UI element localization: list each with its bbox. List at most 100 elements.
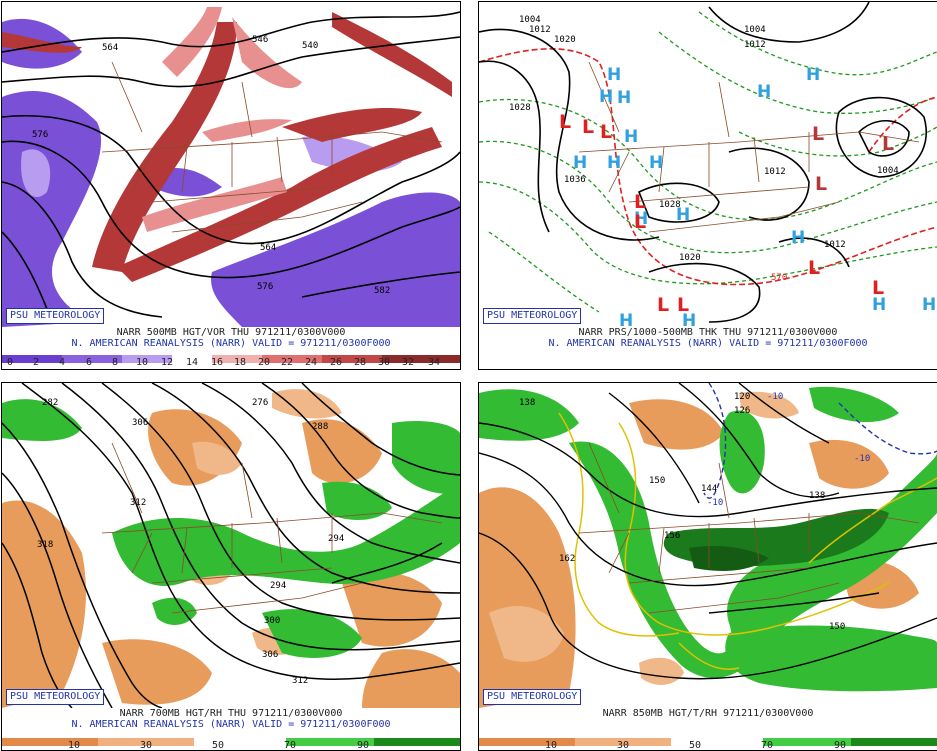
- panel-title: NARR 500MB HGT/VOR THU 971211/0300V000: [116, 327, 346, 338]
- tick-label: 14: [185, 357, 199, 368]
- tick-label: 8: [111, 357, 119, 368]
- contour-label: 1004: [519, 15, 541, 25]
- rh-colorbar-ticks: 10 30 50 70 90: [479, 740, 937, 751]
- tick-label: 0: [6, 357, 14, 368]
- tick-label: 30: [139, 740, 153, 751]
- tick-label: 90: [356, 740, 370, 751]
- contour-label: 1004: [877, 166, 899, 176]
- tick-label: 26: [329, 357, 343, 368]
- contour-label: 1004: [744, 25, 766, 35]
- tick-label: 4: [58, 357, 66, 368]
- tick-label: 18: [233, 357, 247, 368]
- tick-label: 30: [616, 740, 630, 751]
- contour-label: 276: [252, 398, 268, 408]
- rh-colorbar-ticks: 10 30 50 70 90: [2, 740, 460, 751]
- tick-label: 12: [160, 357, 174, 368]
- low-pressure-symbol: L: [600, 121, 612, 143]
- tick-label: 2: [32, 357, 40, 368]
- contour-label: 162: [559, 554, 575, 564]
- tick-label: 22: [280, 357, 294, 368]
- high-pressure-symbol: H: [791, 228, 805, 248]
- map-500mb-vorticity: 564 546 540 576 564 576 582: [2, 2, 460, 327]
- panel-subtitle: N. AMERICAN REANALYSIS (NARR) VALID = 97…: [71, 338, 391, 349]
- contour-label: 150: [829, 622, 845, 632]
- tick-label: 90: [833, 740, 847, 751]
- contour-label: 144: [701, 484, 717, 494]
- low-pressure-symbol: L: [812, 123, 824, 145]
- map-850mb-temp-rh: 138 126 120 -10 -10 -10 144 150 156 162 …: [479, 383, 937, 708]
- high-pressure-symbol: H: [806, 65, 820, 85]
- contour-label: 564: [102, 43, 118, 53]
- panel-subtitle: N. AMERICAN REANALYSIS (NARR) VALID = 97…: [71, 719, 391, 730]
- contour-label: 1036: [564, 175, 586, 185]
- contour-label: 282: [42, 398, 58, 408]
- contour-label: 312: [292, 676, 308, 686]
- contour-label: 306: [262, 650, 278, 660]
- contour-label: 576: [257, 282, 273, 292]
- contour-label: 1012: [529, 25, 551, 35]
- tick-label: 20: [257, 357, 271, 368]
- high-pressure-symbol: H: [872, 295, 886, 315]
- panel-title: NARR 700MB HGT/RH THU 971211/0300V000: [119, 708, 343, 719]
- contour-label: 1020: [679, 253, 701, 263]
- contour-label: 138: [809, 491, 825, 501]
- contour-label: 570: [771, 273, 787, 283]
- high-pressure-symbol: H: [607, 153, 621, 173]
- low-pressure-symbol: L: [582, 116, 594, 138]
- contour-label: 1028: [659, 200, 681, 210]
- rh-colorbar: [2, 731, 460, 746]
- panel-subtitle: N. AMERICAN REANALYSIS (NARR) VALID = 97…: [548, 338, 868, 349]
- tick-label: 24: [304, 357, 318, 368]
- high-pressure-symbol: H: [607, 65, 621, 85]
- panel-500mb-vorticity: 564 546 540 576 564 576 582 PSU METEOROL…: [1, 1, 461, 370]
- psu-meteorology-label: PSU METEOROLOGY: [483, 308, 582, 324]
- panel-title: NARR PRS/1000-500MB THK THU 971211/0300V…: [578, 327, 838, 338]
- contour-label: 156: [664, 531, 680, 541]
- map-700mb-rh: 282 276 288 306 318 312 294 294 300 306 …: [2, 383, 460, 708]
- vorticity-colorbar-ticks: 0 2 4 6 8 10 12 14 16 18 20 22 24 26 28 …: [2, 357, 460, 369]
- contour-label: 318: [37, 540, 53, 550]
- contour-label: 546: [252, 35, 268, 45]
- high-pressure-symbol: H: [922, 295, 936, 315]
- low-pressure-symbol: L: [872, 277, 884, 299]
- tick-label: 10: [135, 357, 149, 368]
- vorticity-colorbar: [2, 348, 460, 363]
- contour-label: 1028: [509, 103, 531, 113]
- contour-label: 1020: [554, 35, 576, 45]
- high-pressure-symbol: H: [624, 127, 638, 147]
- high-pressure-symbol: H: [682, 311, 696, 327]
- psu-meteorology-label: PSU METEOROLOGY: [6, 689, 105, 705]
- contour-label: -10: [767, 392, 783, 402]
- contour-label: 120: [734, 392, 750, 402]
- contour-label: 576: [32, 130, 48, 140]
- map-pressure-thickness: 1004 1012 1020 1004 1028 1036 1028 1012 …: [479, 2, 937, 327]
- tick-label: 16: [210, 357, 224, 368]
- tick-label: 70: [283, 740, 297, 751]
- rh-colorbar: [479, 731, 937, 746]
- tick-label: 50: [688, 740, 702, 751]
- high-pressure-symbol: H: [676, 205, 690, 225]
- contour-label: 294: [270, 581, 286, 591]
- tick-label: 6: [85, 357, 93, 368]
- contour-label: 306: [132, 418, 148, 428]
- tick-label: 50: [211, 740, 225, 751]
- contour-label: 582: [374, 286, 390, 296]
- psu-meteorology-label: PSU METEOROLOGY: [6, 308, 105, 324]
- contour-label: 150: [649, 476, 665, 486]
- high-pressure-symbol: H: [757, 82, 771, 102]
- high-pressure-symbol: H: [599, 87, 613, 107]
- low-pressure-symbol: L: [815, 173, 827, 195]
- contour-label: 126: [734, 406, 750, 416]
- contour-label: 1012: [744, 40, 766, 50]
- contour-label: -10: [854, 454, 870, 464]
- low-pressure-symbol: L: [677, 294, 689, 316]
- psu-meteorology-label: PSU METEOROLOGY: [483, 689, 582, 705]
- high-pressure-symbol: H: [619, 311, 633, 327]
- low-pressure-symbol: L: [808, 257, 820, 279]
- high-pressure-symbol: H: [634, 209, 648, 229]
- contour-label: 540: [302, 41, 318, 51]
- panel-pressure-thickness: 1004 1012 1020 1004 1028 1036 1028 1012 …: [478, 1, 937, 370]
- tick-label: 10: [67, 740, 81, 751]
- tick-label: 28: [353, 357, 367, 368]
- low-pressure-symbol: L: [559, 111, 571, 133]
